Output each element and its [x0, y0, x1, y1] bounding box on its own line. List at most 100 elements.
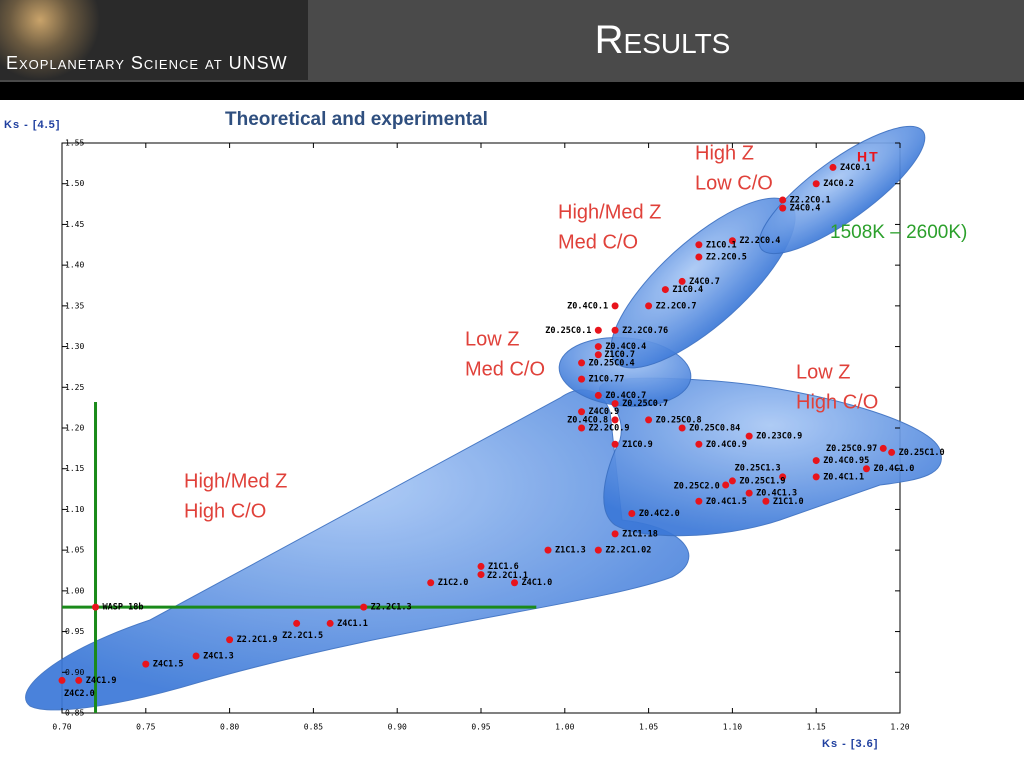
point: [695, 497, 703, 505]
point-label: Z4C1.3: [203, 652, 234, 662]
point-label: Z2.2C1.5: [282, 631, 323, 641]
point: [293, 619, 301, 627]
y-tick-label: 1.55: [65, 139, 84, 148]
point-label: Z0.4C0.9: [706, 440, 747, 450]
point-label: Z0.4C0.8: [567, 415, 608, 425]
annotation: High/Med Z: [184, 470, 287, 492]
point: [745, 432, 753, 440]
point-label: Z1C1.6: [488, 562, 519, 572]
x-tick-label: 0.75: [136, 723, 155, 732]
x-tick-label: 1.15: [807, 723, 826, 732]
point: [92, 603, 100, 611]
point: [695, 440, 703, 448]
y-tick-label: 0.85: [65, 709, 84, 718]
annotation: Med C/O: [465, 358, 545, 380]
point-label: Z0.4C1.0: [873, 464, 914, 474]
point-label: Z0.25C1.9: [739, 476, 785, 486]
point: [829, 163, 837, 171]
point-label: Z0.23C0.9: [756, 432, 802, 442]
annotation: Low Z: [796, 361, 850, 383]
point: [511, 579, 519, 587]
point-label: Z0.25C1.0: [899, 448, 945, 458]
point-label: Z4C0.1: [840, 163, 871, 173]
point-label: Z0.4C2.0: [639, 509, 680, 519]
point: [578, 424, 586, 432]
y-tick-label: 0.90: [65, 668, 84, 677]
point: [594, 326, 602, 334]
annotation: High C/O: [184, 500, 266, 522]
point: [594, 546, 602, 554]
point: [142, 660, 150, 668]
y-tick-label: 1.10: [65, 505, 84, 514]
point: [728, 237, 736, 245]
x-tick-label: 1.10: [723, 723, 742, 732]
point-label: Z4C0.2: [823, 179, 854, 189]
y-tick-label: 1.00: [65, 586, 84, 595]
point-label: Z1C1.0: [773, 497, 804, 507]
point: [477, 562, 485, 570]
point-label: Z4C0.7: [689, 277, 720, 287]
point-label: Z2.2C1.9: [237, 635, 278, 645]
point: [762, 497, 770, 505]
point: [678, 424, 686, 432]
point: [611, 416, 619, 424]
point-label: Z2.2C0.4: [739, 236, 780, 246]
point-label: Z0.25C0.4: [589, 358, 635, 368]
regions: [25, 125, 942, 711]
point-label: Z0.25C0.97: [826, 444, 877, 454]
point: [578, 375, 586, 383]
point: [594, 351, 602, 359]
y-tick-label: 1.45: [65, 220, 84, 229]
point: [611, 400, 619, 408]
point-label: Z0.4C1.3: [756, 489, 797, 499]
point-label: Z0.25C0.84: [689, 424, 740, 434]
point-label: Z4C1.1: [337, 619, 368, 629]
annotation: High/Med Z: [558, 201, 661, 223]
point: [745, 489, 753, 497]
point-label: Z0.25C2.0: [674, 482, 720, 492]
point: [645, 302, 653, 310]
region: [599, 377, 942, 537]
y-tick-label: 1.50: [65, 179, 84, 188]
region: [25, 389, 690, 711]
point-label: Z1C0.1: [706, 240, 737, 250]
point-label: Z1C2.0: [438, 578, 469, 588]
chart-subtitle: Theoretical and experimental: [225, 109, 488, 130]
point-label: Z2.2C1.02: [605, 546, 651, 556]
point: [192, 652, 200, 660]
point-label: Z2.2C1.1: [487, 571, 528, 581]
point: [611, 326, 619, 334]
point: [728, 477, 736, 485]
point: [645, 416, 653, 424]
point: [695, 241, 703, 249]
point-label: Z2.2C0.7: [656, 301, 697, 311]
point-label: Z2.2C1.3: [371, 603, 412, 613]
point: [360, 603, 368, 611]
point-label: Z0.4C1.5: [706, 497, 747, 507]
point: [812, 180, 820, 188]
annotation: Low Z: [465, 328, 519, 350]
x-tick-label: 0.70: [52, 723, 71, 732]
header-bar: [0, 82, 1024, 100]
point-label: Z0.4C1.1: [823, 472, 864, 482]
point: [477, 571, 485, 579]
ht-label: HT: [857, 149, 880, 165]
x-tick-label: 1.00: [555, 723, 574, 732]
point: [544, 546, 552, 554]
point: [594, 391, 602, 399]
temperature-range: 1508K – 2600K): [830, 222, 967, 243]
y-tick-label: 1.20: [65, 424, 84, 433]
y-tick-label: 0.95: [65, 627, 84, 636]
point: [611, 530, 619, 538]
point: [779, 473, 787, 481]
annotation: High Z: [695, 142, 754, 164]
x-tick-label: 0.85: [304, 723, 323, 732]
point: [58, 676, 66, 684]
point-label: Z1C1.3: [555, 546, 586, 556]
y-tick-label: 1.30: [65, 342, 84, 351]
x-tick-label: 1.05: [639, 723, 658, 732]
point-label: Z4C0.9: [589, 407, 620, 417]
point-label: Z2.2C0.1: [790, 196, 831, 206]
y-tick-label: 1.15: [65, 464, 84, 473]
point-label: Z2.2C0.9: [589, 424, 630, 434]
